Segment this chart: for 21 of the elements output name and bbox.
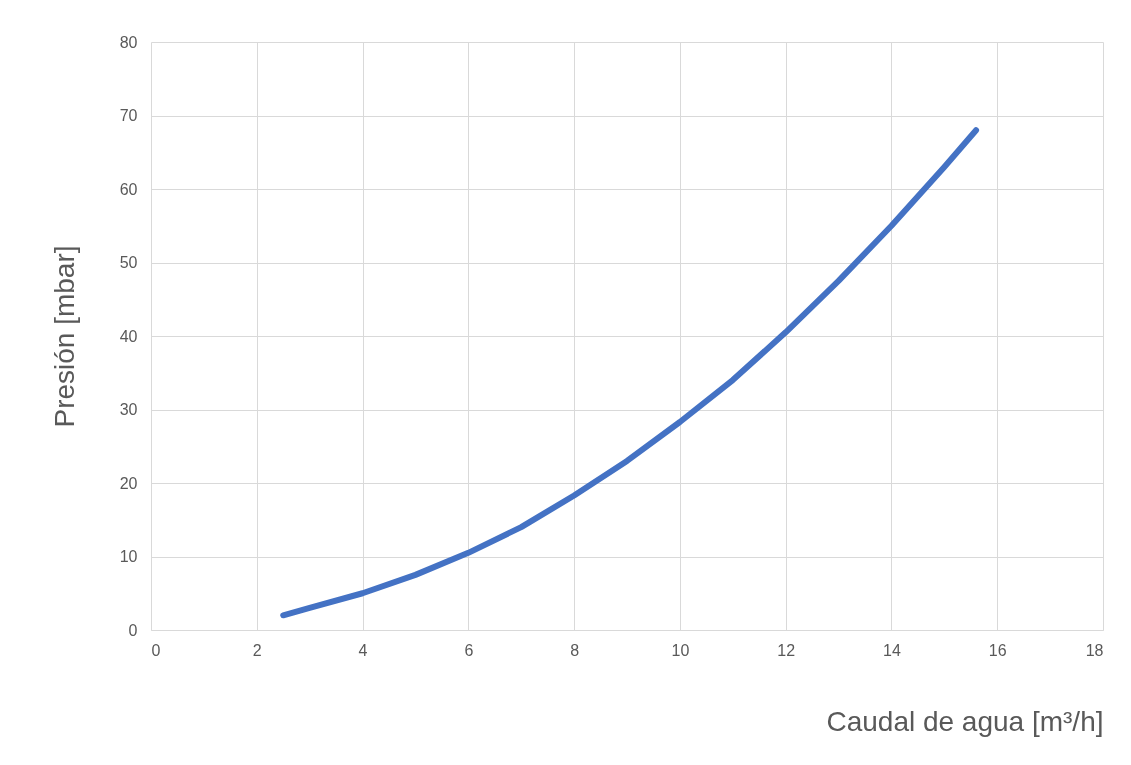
x-tick-label: 6 [464,641,474,659]
x-axis-title: Caudal de agua [m³/h] [826,705,1104,737]
x-tick-label: 12 [777,641,796,659]
x-tick-label: 16 [988,641,1007,659]
y-tick-label: 40 [119,327,138,345]
y-tick-label: 20 [119,474,138,492]
y-axis-title: Presión [mbar] [48,245,80,428]
x-tick-label: 18 [1085,641,1104,659]
x-tick-label: 8 [570,641,580,659]
x-tick-label: 0 [151,641,161,659]
y-tick-label: 50 [119,254,138,271]
y-tick-label: 70 [119,107,138,124]
y-tick-label: 80 [119,33,138,51]
x-tick-label: 2 [252,641,262,659]
y-tick-label: 30 [119,401,138,418]
y-tick-label: 10 [119,548,138,565]
x-tick-label: 14 [883,641,901,659]
x-tick-label: 10 [671,641,690,659]
y-tick-label: 60 [119,180,138,198]
x-tick-label: 4 [358,641,368,659]
y-tick-label: 0 [128,621,138,639]
